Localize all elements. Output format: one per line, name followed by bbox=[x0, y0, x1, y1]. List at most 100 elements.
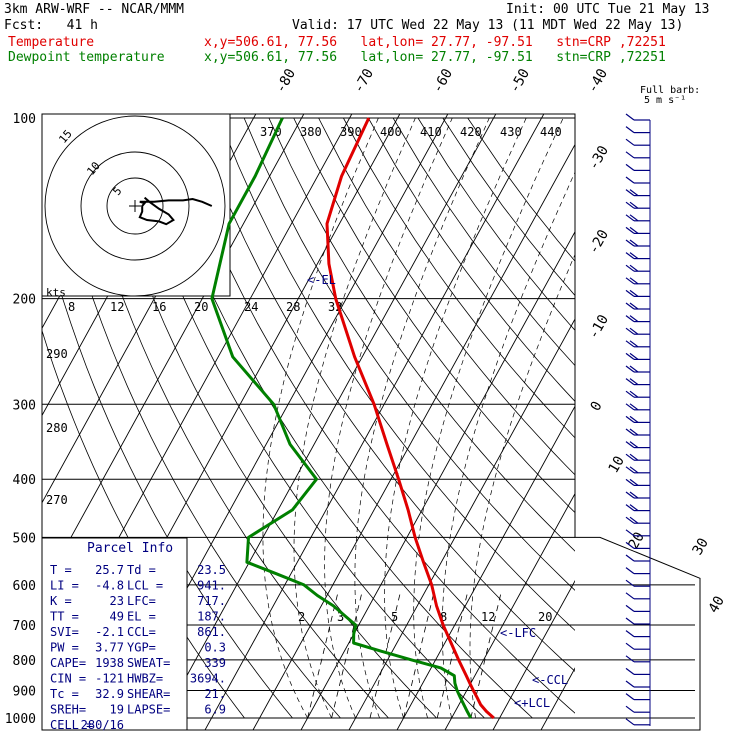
pressure-tick-label: 1000 bbox=[5, 712, 36, 727]
parcel-row-label: CCL= bbox=[127, 625, 156, 639]
isotherm-tick-label: -40 bbox=[585, 66, 612, 96]
hodograph-frame bbox=[41, 113, 231, 297]
pressure-tick-label: 900 bbox=[13, 685, 36, 700]
wind-barb bbox=[625, 529, 635, 537]
isotherm bbox=[589, 105, 740, 731]
wind-barb bbox=[625, 151, 635, 159]
parcel-row-value: -121 bbox=[95, 672, 124, 686]
wind-barb bbox=[629, 340, 639, 348]
hodo-speed-label: 20 bbox=[194, 300, 208, 314]
wind-barb bbox=[625, 352, 635, 360]
wind-barb bbox=[629, 189, 639, 197]
wind-barb bbox=[629, 277, 639, 285]
theta-label: 390 bbox=[340, 125, 362, 139]
wind-barb bbox=[625, 478, 635, 486]
wind-barb bbox=[625, 113, 635, 121]
wind-barb bbox=[625, 617, 635, 625]
wind-barb bbox=[625, 403, 635, 411]
parcel-row-value: 32.9 bbox=[95, 687, 124, 701]
wind-barb bbox=[625, 277, 635, 285]
moist-adiabat bbox=[441, 171, 575, 719]
parcel-row-value: 1938 bbox=[95, 656, 124, 670]
dry-adiabat bbox=[119, 117, 485, 719]
parcel-row-value: 21. bbox=[204, 687, 226, 701]
wind-barb bbox=[629, 302, 639, 310]
parcel-info-box bbox=[41, 537, 188, 731]
parcel-row-label: TT = bbox=[50, 610, 79, 624]
parcel-row-label: LCL = bbox=[127, 579, 163, 593]
wind-barb bbox=[625, 327, 635, 335]
isotherm bbox=[156, 114, 497, 730]
model-title: 3km ARW-WRF -- NCAR/MMM bbox=[4, 2, 185, 17]
parcel-row-value: 25.7 bbox=[95, 563, 124, 577]
dry-adiabat-label: 280 bbox=[46, 421, 68, 435]
lfc-marker: <-LFC bbox=[500, 626, 536, 640]
isotherm-tick-label: 10 bbox=[606, 453, 628, 476]
wind-barb bbox=[625, 176, 635, 184]
wind-barb bbox=[625, 504, 635, 512]
moist-adiabat bbox=[293, 117, 416, 719]
wind-barb bbox=[629, 453, 639, 461]
pressure-tick-label: 400 bbox=[13, 473, 36, 488]
mixing-ratio-label: 20 bbox=[538, 610, 552, 624]
parcel-info-title: Parcel Info bbox=[87, 541, 173, 556]
parcel-row-label: Td = bbox=[127, 563, 156, 577]
dry-adiabat bbox=[94, 117, 437, 719]
parcel-row-label: SWEAT= bbox=[127, 656, 170, 670]
wind-barb bbox=[629, 516, 639, 524]
wind-barb bbox=[625, 415, 635, 423]
mixing-ratio-label: 8 bbox=[440, 610, 447, 624]
isotherm-tick-label: -30 bbox=[586, 143, 613, 173]
parcel-row-value: 23 bbox=[110, 594, 124, 608]
parcel-row-value: 6.9 bbox=[204, 703, 226, 717]
parcel-row-label: PW = bbox=[50, 641, 79, 655]
wind-barb bbox=[625, 630, 635, 638]
parcel-row-value: 717. bbox=[197, 594, 226, 608]
dry-adiabat bbox=[218, 117, 575, 631]
wind-barb bbox=[629, 252, 639, 260]
parcel-row-value: 3694. bbox=[190, 672, 226, 686]
wind-barb bbox=[625, 201, 635, 209]
wind-barb bbox=[625, 567, 635, 575]
wind-barb bbox=[625, 667, 635, 675]
isotherm-tick-label: -80 bbox=[273, 66, 300, 96]
wind-barb bbox=[629, 504, 639, 512]
wind-barb bbox=[625, 264, 635, 272]
hodo-speed-label: kts bbox=[46, 286, 66, 299]
parcel-row-label: T = bbox=[50, 563, 72, 577]
wind-barb bbox=[625, 642, 635, 650]
wind-barb bbox=[629, 352, 639, 360]
wind-barb bbox=[629, 441, 639, 449]
wind-barb bbox=[625, 579, 635, 587]
parcel-row-value: 23.5 bbox=[197, 563, 226, 577]
wind-barb bbox=[629, 264, 639, 272]
pressure-tick-label: 600 bbox=[13, 579, 36, 594]
isotherm bbox=[204, 114, 545, 730]
pressure-tick-label: 500 bbox=[13, 531, 36, 546]
parcel-row-label: LFC= bbox=[127, 594, 156, 608]
hodo-speed-label: 16 bbox=[152, 300, 166, 314]
mixing-ratio-label: 12 bbox=[481, 610, 495, 624]
wind-barb bbox=[625, 252, 635, 260]
parcel-row-label: SVI= bbox=[50, 625, 79, 639]
temperature-legend: Temperature bbox=[8, 35, 95, 50]
wind-barb bbox=[625, 239, 635, 247]
dry-adiabat bbox=[44, 117, 341, 719]
wind-barb bbox=[625, 126, 635, 134]
isotherm bbox=[396, 405, 575, 730]
wind-barb bbox=[629, 365, 639, 373]
wind-barb bbox=[629, 226, 639, 234]
theta-label: 440 bbox=[540, 125, 562, 139]
wind-barb bbox=[625, 189, 635, 197]
dry-adiabat bbox=[417, 117, 575, 331]
parcel-row-label: YGP= bbox=[127, 641, 156, 655]
parcel-row-label: CELL = bbox=[50, 718, 93, 732]
parcel-row-label: LAPSE= bbox=[127, 703, 170, 717]
wind-barb bbox=[625, 604, 635, 612]
ccl-marker: <-CCL bbox=[532, 673, 568, 687]
wind-barb bbox=[625, 693, 635, 701]
wind-barb bbox=[625, 705, 635, 713]
wind-barb bbox=[625, 453, 635, 461]
parcel-row-label: CIN = bbox=[50, 672, 86, 686]
